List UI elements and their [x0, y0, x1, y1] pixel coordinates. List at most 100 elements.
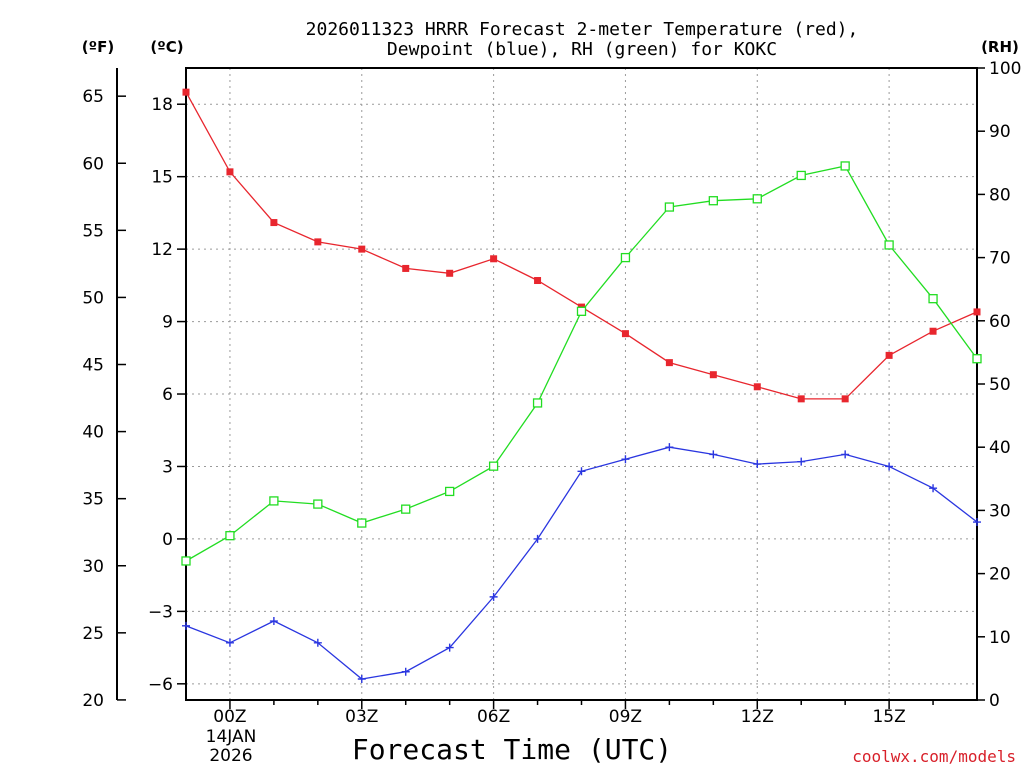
temperature-point: [182, 88, 190, 96]
fahrenheit-tick-label: 40: [82, 423, 104, 443]
celsius-axis: 18 15 12 9 6 3 0 −3 −6: [148, 95, 186, 695]
dewpoint-point: [885, 462, 894, 471]
rh-tick-label: 90: [989, 122, 1011, 142]
dewpoint-point: [445, 643, 454, 652]
x-axis-title: Forecast Time (UTC): [352, 733, 672, 766]
fahrenheit-tick-label: 35: [82, 490, 104, 510]
time-tick-label: 15Z: [872, 707, 905, 727]
rh-point: [181, 556, 191, 566]
rh-unit-label: (RH): [981, 38, 1019, 56]
chart-title-line2: Dewpoint (blue), RH (green) for KOKC: [387, 39, 777, 60]
celsius-tick-label: −6: [148, 675, 173, 695]
rh-point: [928, 294, 938, 304]
temperature-point: [314, 238, 322, 246]
rh-point: [357, 518, 367, 528]
temperature-point: [226, 168, 234, 176]
dewpoint-point: [401, 667, 410, 676]
temperature-point: [534, 277, 542, 285]
dewpoint-point: [313, 638, 322, 647]
celsius-tick-label: 12: [151, 240, 173, 260]
celsius-tick-label: 3: [162, 457, 173, 477]
rh-tick-label: 0: [989, 691, 1000, 711]
celsius-unit-label: (ºC): [150, 38, 183, 56]
temperature-point: [621, 330, 629, 338]
temperature-point: [402, 264, 410, 272]
dewpoint-point: [533, 534, 542, 543]
rh-point: [620, 252, 631, 263]
fahrenheit-tick-label: 60: [82, 154, 104, 174]
rh-point: [796, 170, 806, 181]
credit-link[interactable]: coolwx.com/models: [852, 747, 1016, 766]
grid-lines: [186, 68, 977, 700]
rh-point: [576, 306, 587, 316]
rh-tick-label: 60: [989, 312, 1011, 332]
dewpoint-point: [797, 457, 806, 466]
series-2: [181, 161, 982, 566]
series-line: [185, 446, 978, 680]
series-line: [185, 91, 978, 400]
celsius-tick-label: 0: [162, 530, 173, 550]
rh-point: [269, 496, 279, 506]
rh-point: [532, 398, 543, 408]
rh-point: [401, 504, 411, 514]
dewpoint-point: [709, 450, 718, 459]
rh-point: [664, 202, 675, 212]
fahrenheit-tick-label: 30: [82, 557, 104, 577]
rh-tick-label: 30: [989, 501, 1011, 521]
date-label-day: 14JAN: [206, 727, 257, 747]
dewpoint-point: [665, 443, 674, 452]
time-tick-label: 09Z: [609, 707, 642, 727]
rh-point: [884, 240, 894, 250]
temperature-point: [797, 395, 805, 403]
fahrenheit-tick-label: 20: [82, 691, 104, 711]
chart-title-line1: 2026011323 HRRR Forecast 2-meter Tempera…: [306, 19, 859, 40]
celsius-tick-label: 6: [162, 385, 173, 405]
fahrenheit-axis: 65 60 55 50 45 40 35 30 25 20: [82, 87, 126, 711]
rh-point: [445, 486, 455, 497]
temperature-point: [665, 359, 673, 367]
dewpoint-point: [269, 617, 278, 626]
dewpoint-point: [577, 467, 586, 476]
dewpoint-point: [929, 484, 938, 493]
celsius-tick-label: 9: [162, 313, 173, 333]
date-label-year: 2026: [209, 746, 252, 766]
dewpoint-point: [182, 621, 190, 630]
rh-point: [752, 194, 762, 204]
rh-point: [313, 499, 323, 509]
dewpoint-point: [489, 592, 498, 601]
fahrenheit-tick-label: 65: [82, 87, 104, 107]
dewpoint-point: [753, 460, 762, 469]
dewpoint-point: [841, 450, 850, 459]
rh-point: [708, 196, 718, 206]
temperature-point: [490, 255, 498, 263]
temperature-point: [973, 308, 981, 316]
temperature-point: [753, 383, 761, 391]
temperature-point: [358, 245, 366, 253]
time-axis: 00Z 03Z 06Z 09Z 12Z 15Z: [213, 700, 934, 727]
rh-point: [972, 354, 982, 364]
temperature-point: [885, 351, 893, 359]
temperature-point: [841, 395, 849, 403]
series-1: [182, 443, 981, 683]
series-0: [182, 88, 981, 403]
dewpoint-point: [225, 638, 234, 647]
time-tick-label: 03Z: [345, 707, 378, 727]
celsius-tick-label: 15: [151, 168, 173, 188]
time-tick-label: 06Z: [477, 707, 510, 727]
temperature-point: [270, 219, 278, 227]
rh-tick-label: 10: [989, 628, 1011, 648]
dewpoint-point: [357, 674, 366, 683]
dewpoint-point: [973, 518, 981, 527]
rh-point: [488, 461, 499, 471]
rh-tick-label: 20: [989, 565, 1011, 585]
temperature-point: [446, 269, 454, 277]
fahrenheit-unit-label: (ºF): [82, 38, 114, 56]
celsius-tick-label: −3: [148, 602, 173, 622]
rh-tick-label: 80: [989, 185, 1011, 205]
series-layer: [181, 88, 982, 683]
rh-tick-label: 100: [989, 59, 1021, 79]
time-tick-label: 00Z: [213, 707, 246, 727]
fahrenheit-tick-label: 50: [82, 288, 104, 308]
